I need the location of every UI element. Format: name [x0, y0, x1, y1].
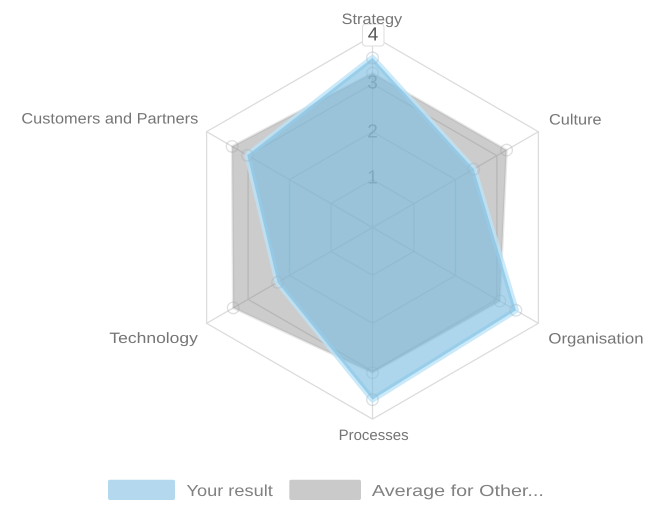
svg-text:Customers and Partners: Customers and Partners — [21, 111, 198, 128]
svg-text:Culture: Culture — [549, 112, 602, 129]
svg-text:Technology: Technology — [109, 330, 198, 347]
svg-text:Your result: Your result — [187, 483, 274, 500]
svg-text:Strategy: Strategy — [342, 11, 403, 28]
svg-text:Organisation: Organisation — [548, 330, 643, 347]
svg-text:Average for Other...: Average for Other... — [372, 483, 544, 500]
svg-text:4: 4 — [368, 25, 379, 46]
svg-text:Processes: Processes — [339, 427, 409, 444]
